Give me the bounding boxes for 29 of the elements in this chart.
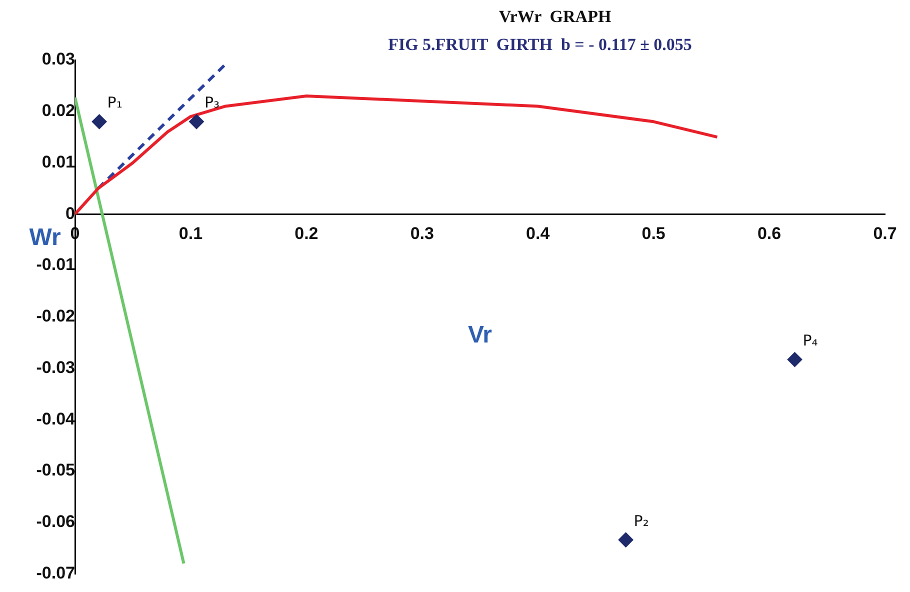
y-tick-label: 0 bbox=[66, 204, 75, 223]
y-tick-label: -0.06 bbox=[36, 512, 75, 532]
x-tick-label: 0.3 bbox=[410, 224, 434, 244]
chart-title: VrWr GRAPH bbox=[498, 7, 612, 26]
x-tick-label: 0.5 bbox=[642, 224, 666, 244]
x-tick-label: 0.2 bbox=[294, 224, 318, 244]
annotation: P₄ bbox=[802, 332, 818, 350]
y-tick-label: -0.05 bbox=[36, 460, 75, 480]
point bbox=[787, 352, 802, 368]
annotation: P₃ bbox=[204, 94, 220, 112]
y-tick-label: -0.07 bbox=[36, 563, 75, 582]
x-tick-label: 0.4 bbox=[526, 224, 550, 244]
annotation: P₂ bbox=[634, 512, 649, 530]
y-tick-label: 0.01 bbox=[42, 152, 75, 172]
x-tick-label: 0.7 bbox=[873, 224, 897, 244]
y-tick-label: 0.02 bbox=[42, 101, 75, 120]
y-tick-label: -0.03 bbox=[36, 358, 75, 377]
point bbox=[618, 532, 634, 548]
y-tick-label: -0.02 bbox=[36, 306, 75, 326]
chart-subtitle: FIG 5.FRUIT GIRTH b = - 0.117 ± 0.055 bbox=[388, 35, 692, 54]
point bbox=[189, 114, 204, 130]
y-axis-title: Wr bbox=[29, 224, 61, 251]
y-tick-label: -0.01 bbox=[36, 255, 75, 274]
point bbox=[92, 114, 107, 130]
x-tick-label: 0.6 bbox=[757, 224, 782, 244]
x-tick-label: 0.1 bbox=[178, 224, 203, 244]
x-axis-title: Vr bbox=[468, 322, 492, 349]
annotation: P₁ bbox=[107, 94, 122, 112]
y-tick-label: 0.03 bbox=[42, 50, 75, 69]
